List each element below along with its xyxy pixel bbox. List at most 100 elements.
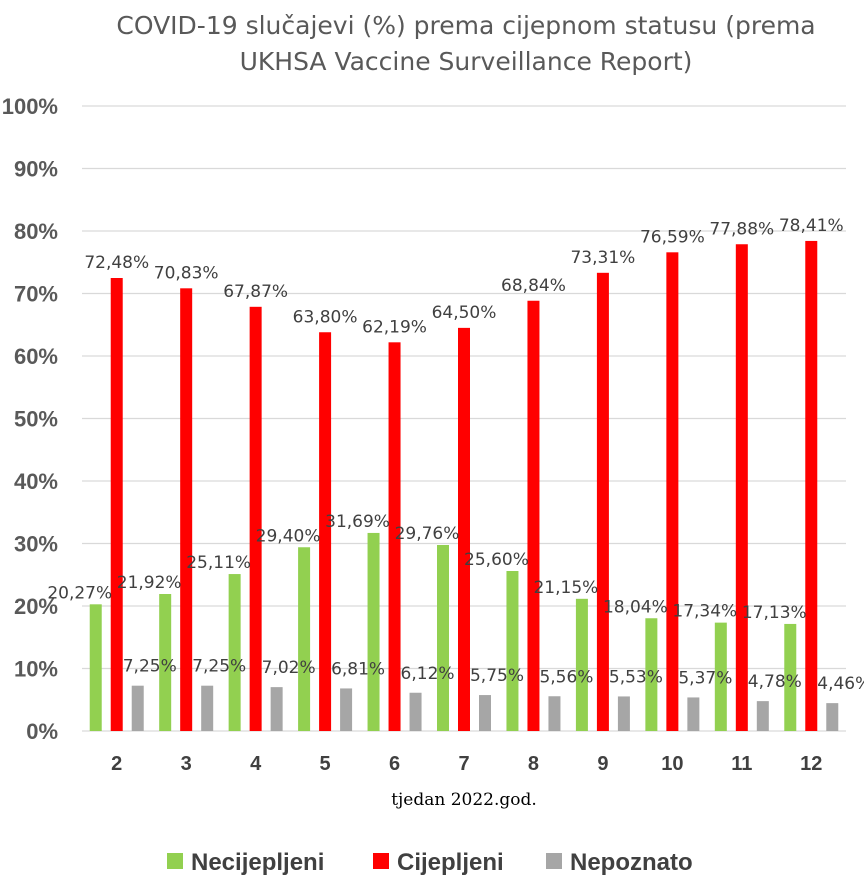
data-label-necijepljeni-8: 25,60%	[464, 550, 529, 570]
x-tick-label: 2	[111, 753, 122, 775]
bar-nepoznato-10	[687, 697, 700, 731]
data-label-necijepljeni-12: 17,13%	[742, 603, 807, 623]
data-label-cijepljeni-8: 68,84%	[501, 276, 566, 296]
x-tick-label: 11	[731, 753, 752, 775]
x-axis-ticks: 2 3 4 5 6 7 8 9 10 11 12	[111, 753, 822, 775]
x-tick-label: 6	[389, 753, 400, 775]
y-tick-label: 80%	[14, 219, 58, 244]
bars	[89, 240, 839, 731]
data-label-nepoznato-8: 5,56%	[539, 667, 593, 687]
x-tick-label: 3	[181, 753, 192, 775]
data-label-cijepljeni-3: 70,83%	[154, 263, 219, 283]
data-label-necijepljeni-6: 31,69%	[325, 512, 390, 532]
data-label-necijepljeni-10: 18,04%	[603, 597, 668, 617]
chart-title-line-1: COVID-19 slučajevi (%) prema cijepnom st…	[116, 11, 815, 40]
data-label-necijepljeni-2: 20,27%	[47, 583, 112, 603]
y-tick-label: 70%	[14, 282, 58, 307]
y-axis-ticks: 0% 10% 20% 30% 40% 50% 60% 70% 80% 90% 100%	[2, 94, 58, 744]
bar-cijepljeni-9	[596, 272, 609, 731]
data-label-necijepljeni-11: 17,34%	[672, 602, 737, 622]
x-tick-label: 12	[800, 753, 822, 775]
bar-cijepljeni-3	[180, 288, 193, 731]
data-label-nepoznato-3: 7,25%	[192, 657, 246, 677]
bar-nepoznato-5	[340, 688, 353, 731]
legend-swatch-necijepljeni	[167, 853, 183, 869]
data-label-necijepljeni-9: 21,15%	[533, 578, 598, 598]
data-labels: 20,27% 72,48% 7,25% 21,92% 70,83% 7,25% 25,11%…	[47, 216, 864, 694]
data-label-nepoznato-7: 5,75%	[470, 666, 524, 686]
bar-nepoznato-2	[131, 685, 144, 731]
y-tick-label: 40%	[14, 469, 58, 494]
x-tick-label: 8	[528, 753, 539, 775]
data-label-cijepljeni-11: 77,88%	[709, 219, 774, 239]
bar-nepoznato-4	[270, 687, 283, 731]
y-tick-label: 100%	[2, 94, 58, 119]
data-label-cijepljeni-5: 63,80%	[293, 307, 358, 327]
bar-nepoznato-11	[756, 701, 769, 731]
data-label-necijepljeni-7: 29,76%	[395, 524, 460, 544]
bar-nepoznato-8	[548, 696, 561, 731]
y-tick-label: 50%	[14, 407, 58, 432]
data-label-nepoznato-12: 4,46%	[817, 674, 864, 694]
bar-cijepljeni-10	[666, 252, 679, 731]
bar-necijepljeni-9	[575, 598, 588, 731]
x-tick-label: 7	[458, 753, 469, 775]
data-label-nepoznato-2: 7,25%	[123, 657, 177, 677]
legend-label-cijepljeni: Cijepljeni	[397, 849, 504, 876]
bar-cijepljeni-11	[735, 244, 748, 731]
y-tick-label: 90%	[14, 157, 58, 182]
chart-title-line-2: UKHSA Vaccine Surveillance Report)	[240, 47, 693, 76]
bar-necijepljeni-7	[437, 545, 449, 731]
legend-swatch-nepoznato	[546, 853, 562, 869]
y-tick-label: 30%	[14, 532, 58, 557]
data-label-necijepljeni-5: 29,40%	[256, 526, 321, 546]
bar-necijepljeni-6	[367, 532, 380, 731]
data-label-cijepljeni-7: 64,50%	[432, 303, 497, 323]
bar-necijepljeni-10	[645, 618, 658, 731]
data-label-cijepljeni-10: 76,59%	[640, 227, 705, 247]
x-tick-label: 9	[597, 753, 608, 775]
data-label-cijepljeni-12: 78,41%	[779, 216, 844, 236]
legend-swatch-cijepljeni	[373, 853, 389, 869]
legend-label-nepoznato: Nepoznato	[570, 849, 693, 876]
data-label-nepoznato-5: 6,81%	[331, 659, 385, 679]
x-tick-label: 10	[661, 753, 683, 775]
data-label-cijepljeni-4: 67,87%	[223, 282, 288, 302]
bar-necijepljeni-11	[714, 622, 727, 731]
bar-nepoznato-7	[479, 695, 491, 731]
data-label-nepoznato-11: 4,78%	[748, 672, 802, 692]
bar-necijepljeni-2	[89, 604, 102, 731]
data-label-cijepljeni-6: 62,19%	[362, 317, 427, 337]
bar-cijepljeni-7	[458, 327, 470, 731]
data-label-necijepljeni-3: 21,92%	[117, 573, 182, 593]
y-tick-label: 60%	[14, 344, 58, 369]
bar-cijepljeni-12	[805, 240, 818, 731]
data-label-necijepljeni-4: 25,11%	[186, 553, 251, 573]
y-tick-label: 0%	[26, 719, 58, 744]
x-axis-label: tjedan 2022.god.	[391, 790, 537, 810]
data-label-nepoznato-10: 5,37%	[678, 668, 732, 688]
bar-cijepljeni-5	[319, 332, 332, 731]
data-label-nepoznato-4: 7,02%	[262, 658, 316, 678]
x-tick-label: 4	[250, 753, 262, 775]
y-tick-label: 10%	[14, 657, 58, 682]
bar-cijepljeni-2	[110, 278, 123, 731]
bar-cijepljeni-8	[527, 300, 540, 731]
bar-necijepljeni-5	[298, 547, 311, 731]
bar-necijepljeni-8	[506, 571, 519, 731]
x-tick-label: 5	[320, 753, 331, 775]
y-tick-label: 20%	[14, 594, 58, 619]
bar-necijepljeni-3	[159, 594, 172, 731]
data-label-cijepljeni-2: 72,48%	[84, 253, 149, 273]
bar-nepoznato-3	[201, 685, 214, 731]
data-label-cijepljeni-9: 73,31%	[570, 248, 635, 268]
bar-necijepljeni-12	[784, 623, 797, 731]
data-label-nepoznato-9: 5,53%	[609, 667, 663, 687]
bar-cijepljeni-6	[388, 342, 401, 731]
legend: Necijepljeni Cijepljeni Nepoznato	[167, 849, 693, 876]
bar-necijepljeni-4	[228, 574, 241, 731]
bar-nepoznato-6	[409, 692, 422, 731]
bar-nepoznato-12	[826, 703, 839, 731]
bar-nepoznato-9	[617, 696, 630, 731]
